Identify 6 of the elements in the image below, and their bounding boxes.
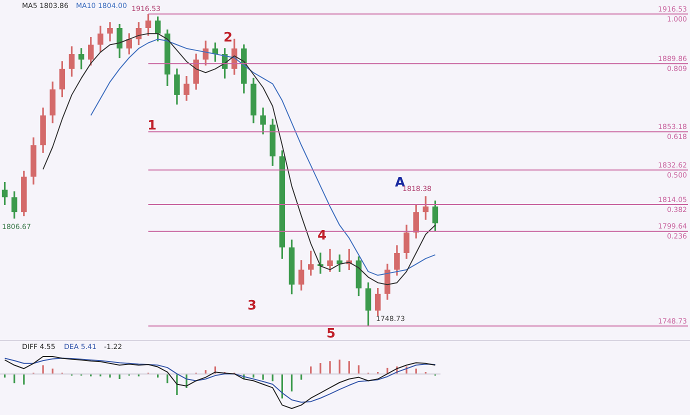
text: 5 [326,326,336,342]
annotation: 3 [247,298,257,314]
candlestick [318,252,324,274]
annotation: 2 [223,30,233,46]
annotation: 1 [147,118,157,134]
annotation: 4 [317,228,327,244]
